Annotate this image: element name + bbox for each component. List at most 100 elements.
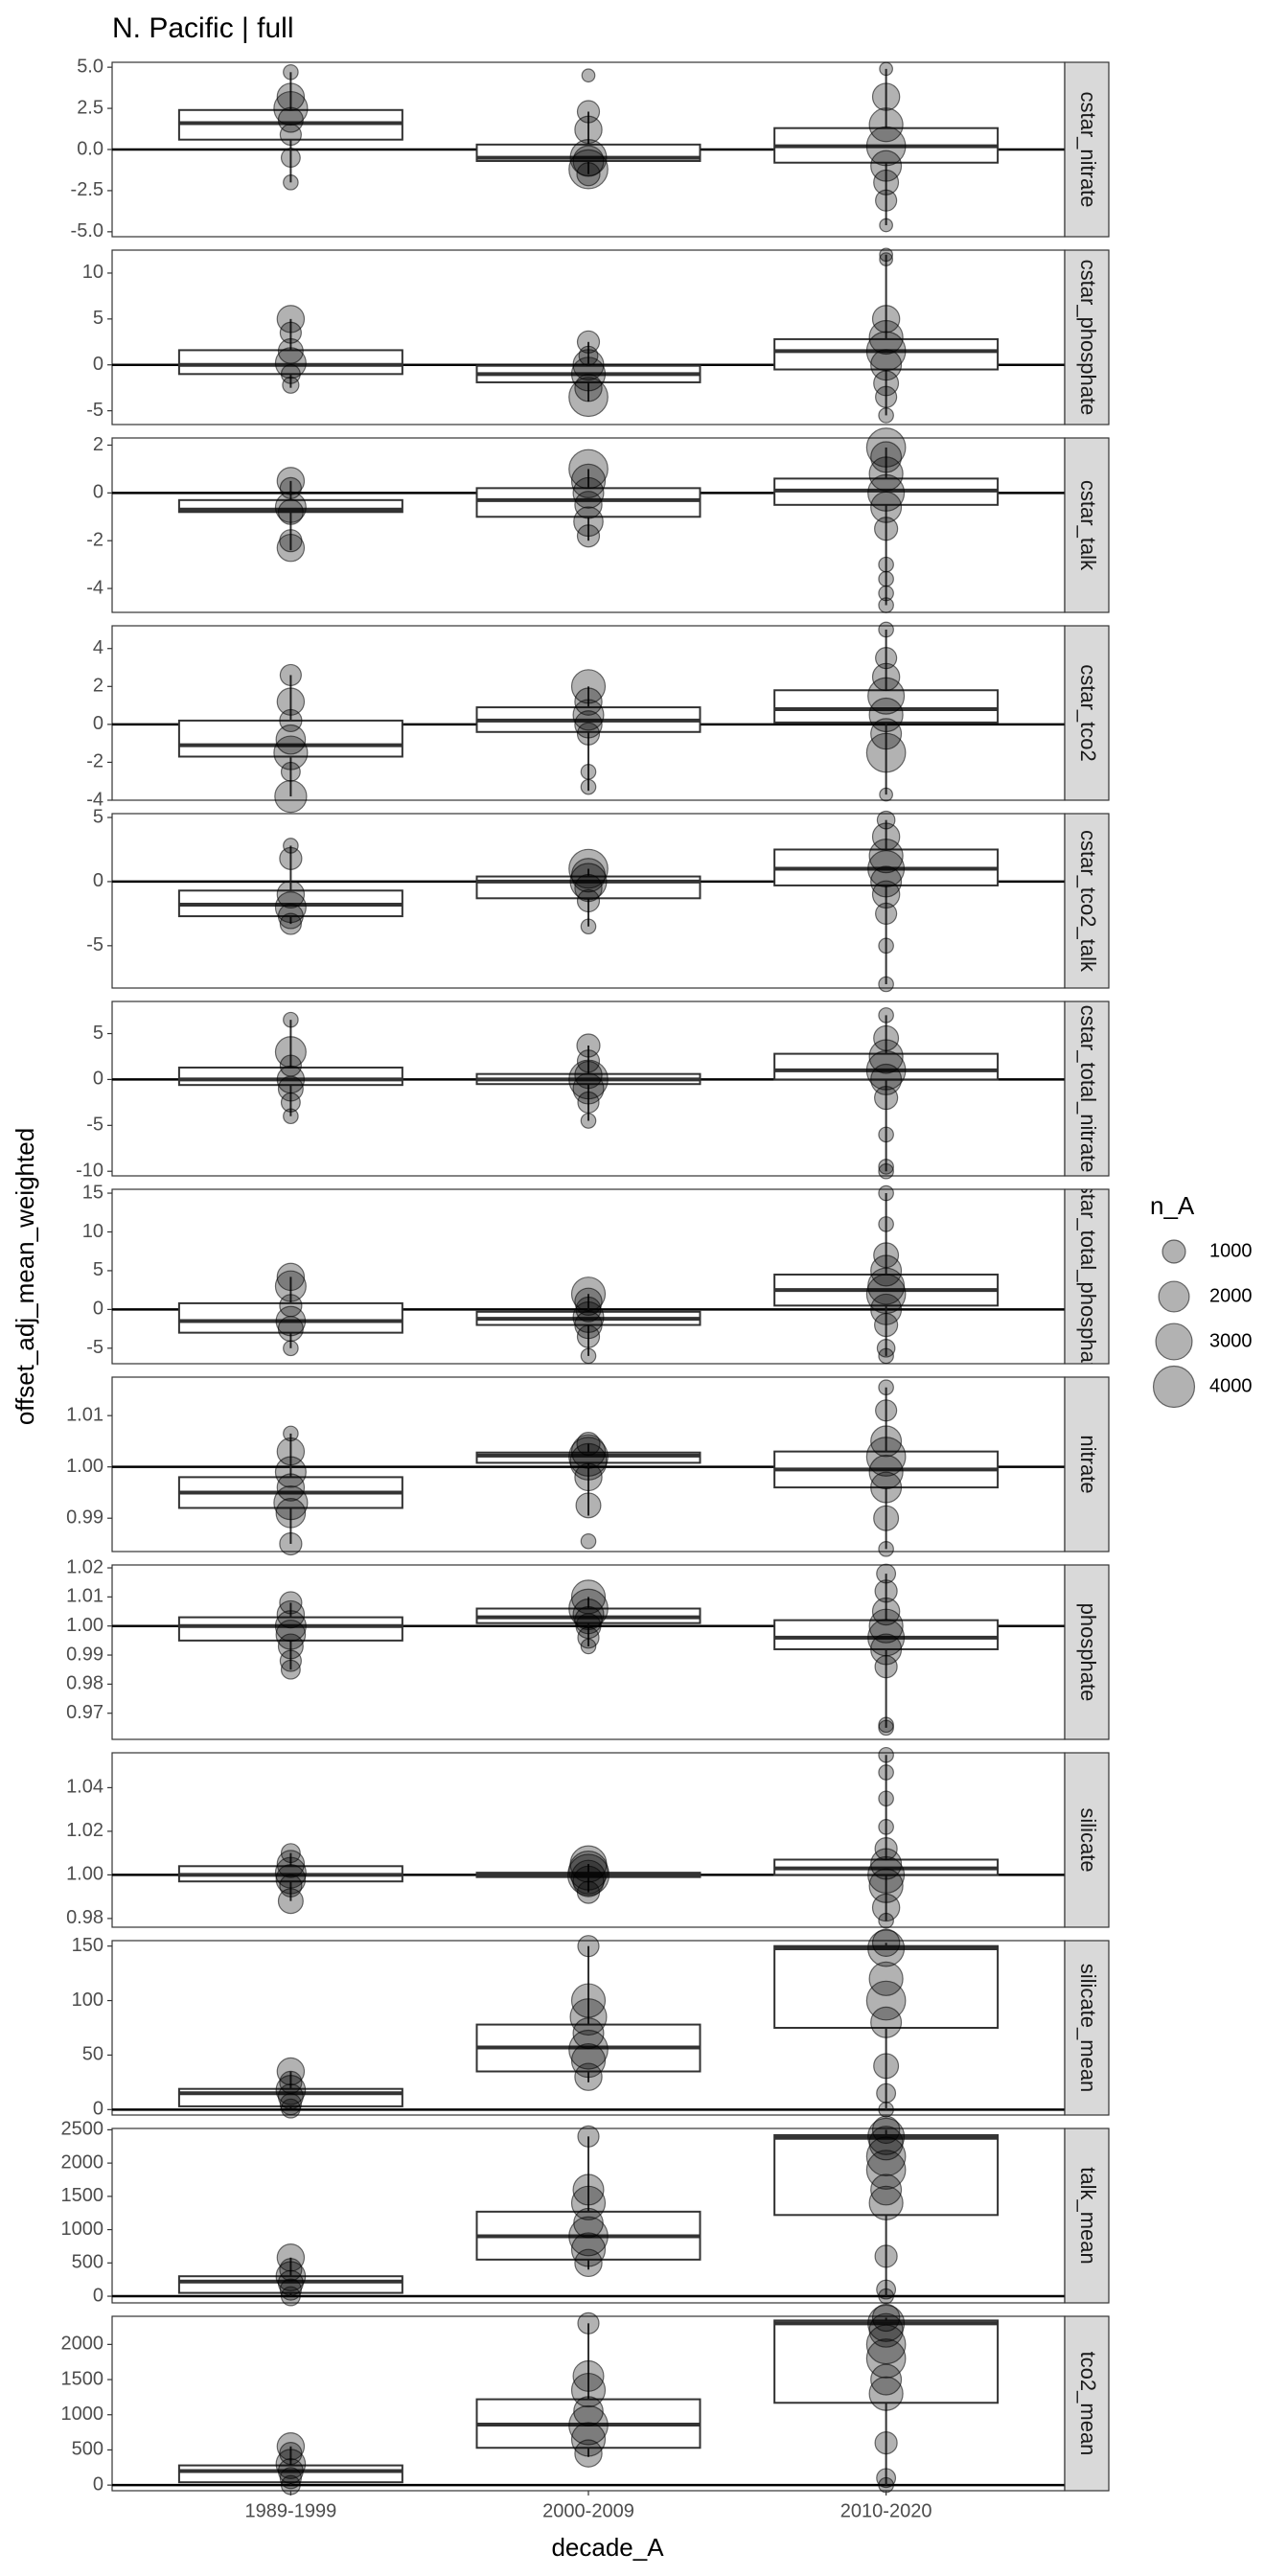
y-tick-label: 2500 — [61, 2119, 104, 2140]
point — [575, 1613, 602, 1640]
point — [580, 764, 597, 780]
strip-group: cstar_total_nitrate — [1076, 1005, 1100, 1173]
point — [275, 1305, 307, 1337]
legend-key — [1152, 1365, 1196, 1409]
point — [277, 1316, 304, 1343]
point — [878, 1764, 894, 1781]
point — [275, 2261, 307, 2292]
strip — [1064, 249, 1110, 426]
point — [277, 2083, 304, 2110]
legend-key — [1158, 1280, 1190, 1313]
point — [879, 247, 893, 263]
y-axis-label: offset_adj_mean_weighted — [11, 1128, 39, 1425]
strip-label: silicate_mean — [1076, 1964, 1100, 2093]
point — [570, 2372, 607, 2408]
point — [275, 1619, 307, 1650]
point — [867, 677, 906, 715]
point — [568, 149, 609, 190]
point — [580, 1113, 597, 1129]
y-tick-label: 10 — [82, 262, 104, 283]
strip-group: cstar_tco2_talk — [1076, 830, 1100, 973]
point — [276, 82, 306, 111]
point — [867, 473, 906, 512]
point — [871, 82, 901, 111]
strip-label: nitrate — [1076, 1435, 1100, 1493]
point — [275, 2449, 307, 2479]
point — [280, 1092, 301, 1113]
box — [773, 1052, 1000, 1081]
y-tick-label: 1.04 — [66, 1777, 104, 1798]
point — [274, 1456, 307, 1488]
point — [878, 585, 894, 602]
point — [275, 724, 307, 755]
point — [279, 1591, 303, 1615]
point — [570, 463, 607, 498]
point — [865, 732, 907, 773]
y-tick-label: 0.99 — [66, 1506, 104, 1528]
strip-group: talk_mean — [1076, 2167, 1100, 2265]
point — [878, 2476, 894, 2494]
y-tick-label: 5 — [93, 806, 104, 827]
y-tick-label: 1500 — [61, 2185, 104, 2206]
point — [878, 1719, 894, 1736]
point — [874, 1579, 898, 1603]
y-tick-label: 1.02 — [66, 1820, 104, 1841]
strip — [1064, 1376, 1110, 1552]
point — [577, 1626, 600, 1649]
point — [868, 319, 904, 356]
point — [871, 305, 901, 334]
point — [878, 1007, 894, 1024]
point — [576, 162, 601, 187]
point — [878, 407, 894, 424]
y-tick-label: -5 — [86, 1337, 104, 1358]
y-tick-label: 5 — [93, 308, 104, 329]
point — [568, 2216, 609, 2257]
point — [868, 107, 904, 143]
strip — [1064, 1752, 1110, 1928]
point — [875, 385, 898, 408]
point — [568, 1851, 609, 1891]
point — [868, 456, 904, 492]
point — [868, 1608, 904, 1644]
legend-label: 1000 — [1209, 1240, 1253, 1261]
point — [580, 1638, 597, 1655]
point — [274, 1270, 307, 1302]
point — [577, 1091, 600, 1114]
point — [870, 1425, 903, 1458]
point — [867, 850, 906, 888]
strip-label: cstar_total_phosphate — [1076, 1173, 1100, 1381]
y-tick-label: 0.98 — [66, 1673, 104, 1694]
y-tick-label: 5 — [93, 1023, 104, 1044]
point — [276, 467, 306, 495]
point — [871, 880, 901, 909]
point — [878, 1159, 894, 1175]
point — [873, 2053, 900, 2080]
y-tick-label: 4 — [93, 637, 104, 658]
y-tick-label: -2.5 — [71, 179, 104, 200]
y-tick-label: 5 — [93, 1259, 104, 1280]
point — [279, 2093, 302, 2116]
point — [273, 1485, 309, 1521]
point — [277, 498, 304, 525]
point — [875, 1399, 898, 1422]
point — [878, 1126, 894, 1143]
point — [570, 669, 607, 704]
point — [580, 1532, 597, 1550]
y-tick-label: 500 — [72, 2252, 104, 2273]
y-tick-label: 100 — [72, 1990, 104, 2011]
point — [870, 2174, 903, 2206]
point — [875, 189, 898, 212]
y-tick-label: -5.0 — [71, 220, 104, 242]
point — [276, 880, 306, 909]
point — [279, 2258, 303, 2282]
box — [177, 719, 403, 758]
y-tick-label: 0.99 — [66, 1644, 104, 1665]
point — [276, 1599, 306, 1629]
y-tick-label: -4 — [86, 789, 104, 810]
y-tick-label: 0 — [93, 482, 104, 503]
point — [283, 1425, 299, 1442]
box — [475, 487, 702, 518]
point — [279, 2467, 302, 2490]
y-tick-label: -4 — [86, 577, 104, 598]
box — [475, 1451, 702, 1464]
